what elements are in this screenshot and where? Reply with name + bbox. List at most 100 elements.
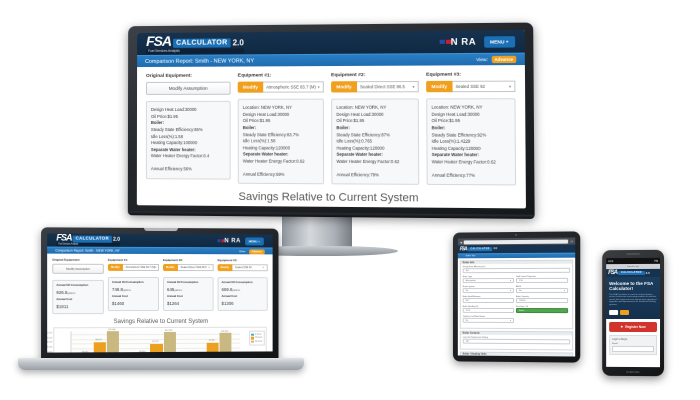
modify-button[interactable]: Modify	[426, 80, 453, 93]
spec-line: Oil Price:$1.95	[431, 118, 461, 124]
tablet-screen: ◀ ⟳ FSA CALCULATOR 2.0 Boiler Info Boile…	[457, 237, 576, 357]
legend-swatch	[251, 340, 254, 343]
menu-button[interactable]: MENU +	[244, 236, 264, 245]
column-title: Equipment #3:	[217, 258, 238, 263]
chart-title: Savings Relative to Current System	[238, 191, 419, 205]
select-field[interactable]: Atmospheric ▾	[462, 278, 514, 284]
chart-legend: 5 Years 15 years 20 years	[248, 330, 265, 346]
report-title: Comparison Report: Smith - NEW YORK, NY	[55, 248, 120, 253]
back-icon[interactable]: ◀	[459, 239, 463, 244]
equipment-selector[interactable]: Modify Sealed SSE 92 ▾	[217, 264, 268, 272]
field-value: No	[465, 289, 469, 292]
report-title: Comparison Report: Smith - NEW YORK, NY	[145, 57, 255, 65]
menu-button[interactable]: MENU +	[483, 35, 516, 48]
spec-box: Location: NEW YORK, NY Design Heat Load:…	[331, 98, 420, 186]
logo-version-text: 2.0	[232, 37, 244, 48]
modify-button[interactable]: Modify	[237, 81, 264, 93]
annual-efficiency: Annual Efficiency:69%	[242, 171, 285, 177]
status-meridiem: PM	[654, 259, 659, 263]
refresh-icon[interactable]: ⟳	[570, 239, 574, 244]
nora-logo: N RA	[217, 238, 241, 244]
form-field: Steady State Efficiency (%) 83.7	[462, 266, 571, 274]
modify-button[interactable]: Modify	[162, 264, 178, 272]
text-field[interactable]: 83.7	[462, 267, 571, 274]
text-field[interactable]: 120000	[515, 298, 568, 304]
logo-version-text: 2.0	[493, 246, 498, 250]
bar-value-label: $7,890	[208, 340, 215, 343]
equipment-select[interactable]: Sealed SSE 92 ▾	[232, 264, 268, 272]
equipment-selector[interactable]: Modify Atmospheric SSE 83.7 (M) ▾	[237, 81, 324, 93]
text-field[interactable]: 1.58	[515, 277, 568, 284]
equipment-column-3: Equipment #3: Modify Sealed SSE 92 ▾ Loc…	[426, 72, 517, 186]
savings-chart: $0$2,000$4,000$6,000$8,000$10,000$12,000…	[137, 205, 526, 208]
register-now-button[interactable]: ⚑ Register Now	[609, 321, 658, 332]
spec-line: Design Heat Load:30000	[242, 111, 290, 117]
laptop-device: FSA CALCULATOR 2.0 Fuel Services Analysi…	[41, 227, 279, 361]
modify-button[interactable]: Modify	[217, 264, 233, 272]
field-value: 140	[465, 340, 469, 343]
legend-item[interactable]: 20 years	[251, 340, 262, 343]
phone-hero: Welcome to the FSA Calculator! The FSA C…	[606, 276, 661, 319]
equipment-select-value: Atmospheric SSE 83.7 (M)	[266, 84, 316, 90]
form-field: Tankless Coil Water Heater No ▾	[462, 316, 514, 323]
text-field[interactable]: 140	[462, 338, 571, 345]
equipment-select[interactable]: Sealed Direct SSE 86.5 ▾	[177, 264, 214, 272]
field-value: 12.15	[465, 309, 471, 312]
view-switcher[interactable]: View: Advance	[476, 55, 517, 64]
select-field[interactable]: No ▾	[462, 288, 514, 294]
legend-item[interactable]: 5 Years	[251, 333, 262, 336]
equipment-selector[interactable]: Modify Atmospheric SSE 83.7 (M) ▾	[107, 263, 160, 271]
view-value-pill[interactable]: Advance	[491, 55, 517, 64]
equipment-select[interactable]: Atmospheric SSE 83.7 (M) ▾	[263, 81, 324, 93]
modify-assumption-button[interactable]: Modify Assumption	[52, 263, 104, 274]
y-axis-tick: $4,000	[47, 352, 52, 353]
bar-value-label: $12,560	[108, 328, 116, 331]
tablet-url-bar[interactable]	[464, 239, 569, 244]
phone-screen: 4:19 PM fsacalc.com FSA CALCULATOR 2.0 W…	[606, 257, 661, 368]
modify-assumption-button[interactable]: Modify Assumption	[145, 81, 231, 95]
primary-field-button[interactable]: Select	[515, 307, 568, 314]
status-time: 4:19	[608, 259, 614, 263]
chevron-down-icon: ▾	[208, 266, 210, 270]
form-field: Low Limit Temperature Setting 140	[462, 337, 571, 345]
equipment-selector[interactable]: Modify Sealed Direct SSE 86.5 ▾	[162, 264, 214, 272]
email-field[interactable]	[612, 345, 655, 352]
consumption-value: 748.8	[111, 286, 123, 292]
spec-line: Steady State Efficiency:65%	[150, 126, 203, 132]
equipment-column-2: Equipment #2: Modify Sealed Direct SSE 8…	[331, 73, 420, 186]
equipment-selector[interactable]: Modify Sealed Direct SSE 86.5 ▾	[331, 80, 419, 93]
equipment-selector[interactable]: Modify Sealed SSE 92 ▾	[426, 80, 516, 93]
column-title: Equipment #1:	[237, 73, 272, 79]
equipment-select-value: Sealed SSE 92	[235, 266, 252, 270]
equipment-select[interactable]: Sealed SSE 92 ▾	[452, 80, 516, 93]
chevron-down-icon: ▾	[412, 84, 415, 90]
bar-value-label: $7,575	[152, 341, 159, 344]
text-field[interactable]: 12.15	[462, 307, 514, 313]
legend-swatch	[251, 336, 254, 340]
equipment-select-value: Sealed Direct SSE 86.5	[180, 266, 207, 270]
logo-calculator-text: CALCULATOR	[173, 38, 231, 48]
laptop-logo[interactable]: FSA CALCULATOR 2.0 Fuel Services Analysi…	[56, 233, 121, 248]
spec-line: Water Heater Energy Factor:0.62	[242, 158, 305, 164]
view-value-pill[interactable]: Advance	[248, 248, 265, 254]
register-label: Register Now	[625, 324, 646, 329]
text-field[interactable]: 83.7	[462, 297, 514, 303]
desktop-logo[interactable]: FSA CALCULATOR 2.0 Fuel Services Analysi…	[146, 33, 244, 55]
equipment-select[interactable]: Sealed Direct SSE 86.5 ▾	[356, 80, 419, 93]
laptop-equipment-column-0: Original Equipment: Modify Assumption An…	[52, 258, 104, 315]
view-switcher[interactable]: View: Advance	[239, 248, 265, 254]
chevron-down-icon: ▾	[509, 279, 511, 282]
legend-label: 20 years	[254, 340, 263, 343]
equipment-select-value: Sealed SSE 92	[455, 83, 486, 90]
modify-button[interactable]: Modify	[107, 263, 123, 271]
column-title: Equipment #3:	[426, 72, 462, 78]
laptop-equipment-column-2: Equipment #2: Modify Sealed Direct SSE 8…	[162, 258, 214, 314]
modify-button[interactable]: Modify	[331, 81, 357, 93]
nora-logo-text: N RA	[450, 36, 477, 47]
equipment-select[interactable]: Atmospheric SSE 83.7 (M) ▾	[122, 263, 160, 271]
field-value: 83.7	[465, 299, 470, 302]
select-field[interactable]: No ▾	[462, 317, 514, 323]
form-section-boiler-controls: Boiler Controls Low Limit Temperature Se…	[459, 330, 574, 351]
select-field[interactable]: No ▾	[515, 287, 568, 293]
legend-item[interactable]: 15 years	[251, 336, 262, 340]
